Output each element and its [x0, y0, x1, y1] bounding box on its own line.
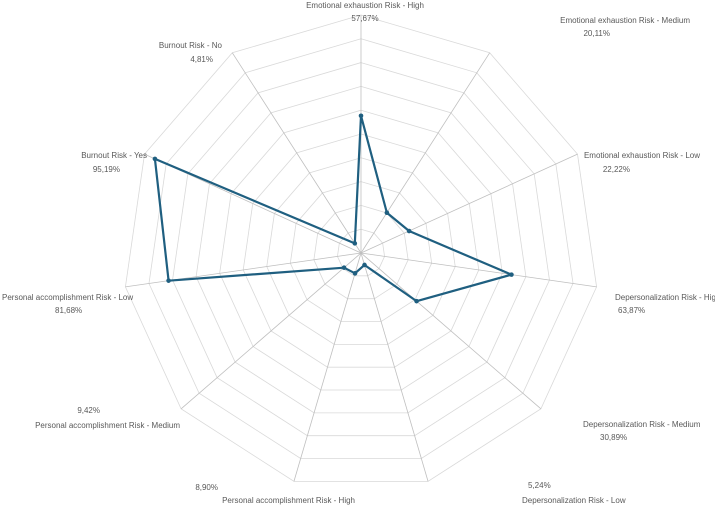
axis-spoke	[231, 52, 362, 254]
data-label: 63,87%	[618, 306, 645, 315]
category-label: Burnout Risk - No	[159, 41, 223, 50]
category-label: Personal accomplishment Risk - Low	[2, 293, 133, 302]
category-label: Personal accomplishment Risk - Medium	[35, 421, 180, 430]
data-label: 5,24%	[528, 481, 551, 490]
series-line	[153, 114, 513, 303]
data-label: 4,81%	[190, 55, 213, 64]
axis-spoke	[360, 252, 429, 482]
axis-spoke	[360, 52, 491, 254]
data-point	[414, 298, 419, 304]
category-label: Depersonalization Risk - High	[615, 293, 715, 302]
data-point	[352, 241, 358, 246]
axis-spoke	[360, 252, 597, 288]
data-label: 81,68%	[55, 306, 82, 315]
data-label: 20,11%	[583, 29, 610, 38]
data-point	[384, 210, 390, 216]
data-label: 22,22%	[603, 165, 630, 174]
data-label: 57,67%	[351, 14, 378, 23]
data-point	[406, 228, 412, 234]
data-point	[341, 265, 347, 270]
data-point	[509, 272, 514, 277]
data-point	[358, 113, 364, 119]
category-label: Emotional exhaustion Risk - High	[306, 1, 424, 10]
data-label: 95,19%	[93, 165, 120, 174]
axis-spoke	[125, 252, 362, 288]
grid-ring	[289, 181, 433, 322]
grid-ring	[337, 228, 385, 277]
axis-spoke	[293, 252, 362, 482]
grid-ring	[172, 62, 550, 437]
grid-ring	[219, 109, 503, 391]
data-label: 8,90%	[195, 483, 218, 492]
category-label: Emotional exhaustion Risk - Medium	[560, 16, 690, 25]
data-label: 30,89%	[600, 433, 627, 442]
data-point	[152, 156, 158, 162]
grid-ring	[195, 85, 527, 414]
data-point	[166, 278, 171, 283]
data-point	[352, 271, 358, 276]
category-label: Depersonalization Risk - Low	[522, 496, 626, 505]
axis-spoke	[180, 252, 362, 410]
axis-spoke	[360, 153, 578, 254]
grid-ring	[148, 38, 574, 459]
category-label: Personal accomplishment Risk - High	[222, 496, 355, 505]
grid-ring	[125, 14, 597, 482]
category-label: Emotional exhaustion Risk - Low	[584, 151, 700, 160]
grid-ring	[242, 133, 480, 368]
data-point	[362, 262, 367, 268]
category-label: Depersonalization Risk - Medium	[583, 420, 701, 429]
axis-spoke	[360, 252, 542, 410]
data-label: 9,42%	[77, 406, 100, 415]
grid-ring	[266, 157, 456, 345]
category-label: Burnout Risk - Yes	[81, 151, 147, 160]
